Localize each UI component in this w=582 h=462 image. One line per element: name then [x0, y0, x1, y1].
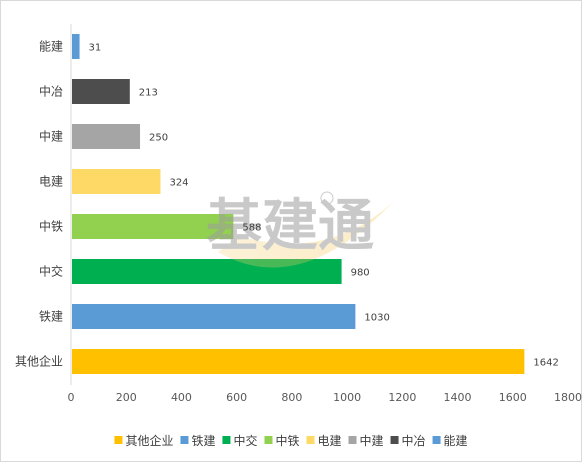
data-label: 980: [351, 268, 370, 279]
bars-layer: [72, 34, 525, 374]
data-label: 31: [89, 43, 102, 54]
data-label: 213: [139, 88, 158, 99]
legend-label: 中交: [233, 433, 257, 448]
data-label: 588: [242, 223, 261, 234]
legend-label: 铁建: [191, 434, 215, 448]
legend: 其他企业 铁建 中交 中铁 电建 中建 中冶 能建: [114, 433, 468, 448]
data-label: 250: [149, 133, 168, 144]
watermark-text: 基建通: [206, 193, 374, 259]
legend-swatch: [306, 436, 315, 444]
data-label: 1030: [364, 313, 389, 324]
legend-label: 其他企业: [125, 433, 173, 448]
bar: [72, 214, 234, 239]
x-tick-label: 200: [116, 391, 137, 404]
axis-layer: 0 200 400 600 800 1000 1200 1400 1600 1800: [68, 24, 582, 404]
legend-label: 中铁: [275, 433, 299, 448]
bar: [72, 304, 356, 329]
x-tick-label: 1200: [388, 391, 416, 404]
watermark-logo: 基建通: [206, 191, 395, 268]
legend-label: 中冶: [402, 433, 426, 448]
legend-swatch: [390, 436, 399, 444]
legend-label: 中建: [360, 433, 384, 448]
category-label: 电建: [39, 175, 63, 189]
x-tick-label: 1400: [444, 391, 472, 404]
x-tick-label: 1800: [554, 391, 582, 404]
legend-swatch: [348, 436, 357, 444]
legend-label: 电建: [318, 434, 342, 448]
category-label: 其他企业: [15, 354, 63, 369]
bar: [72, 124, 141, 149]
bar: [72, 79, 130, 104]
x-tick-label: 0: [68, 391, 75, 404]
x-tick-label: 1600: [499, 391, 527, 404]
bar: [72, 349, 525, 374]
legend-swatch: [222, 436, 231, 444]
x-tick-label: 800: [281, 391, 302, 404]
category-label: 中冶: [39, 84, 63, 99]
bar: [72, 169, 161, 194]
category-label: 铁建: [39, 310, 63, 324]
legend-swatch: [264, 436, 273, 444]
data-label: 1642: [533, 358, 558, 369]
x-tick-label: 1000: [333, 391, 361, 404]
bar: [72, 34, 80, 59]
legend-swatch: [114, 436, 123, 444]
legend-swatch: [180, 436, 189, 444]
category-label: 能建: [39, 40, 63, 54]
legend-swatch: [432, 436, 441, 444]
legend-label: 能建: [444, 434, 468, 448]
x-tick-label: 600: [226, 391, 247, 404]
x-tick-label: 400: [171, 391, 192, 404]
category-label: 中铁: [39, 219, 63, 234]
category-label: 中建: [39, 129, 63, 144]
labels-layer: 能建 31 中冶 213 中建 250 电建 324 中铁 588 中交 980 铁建 1030 其他企业 1…: [15, 40, 559, 369]
data-label: 324: [169, 178, 188, 189]
category-label: 中交: [39, 264, 63, 279]
